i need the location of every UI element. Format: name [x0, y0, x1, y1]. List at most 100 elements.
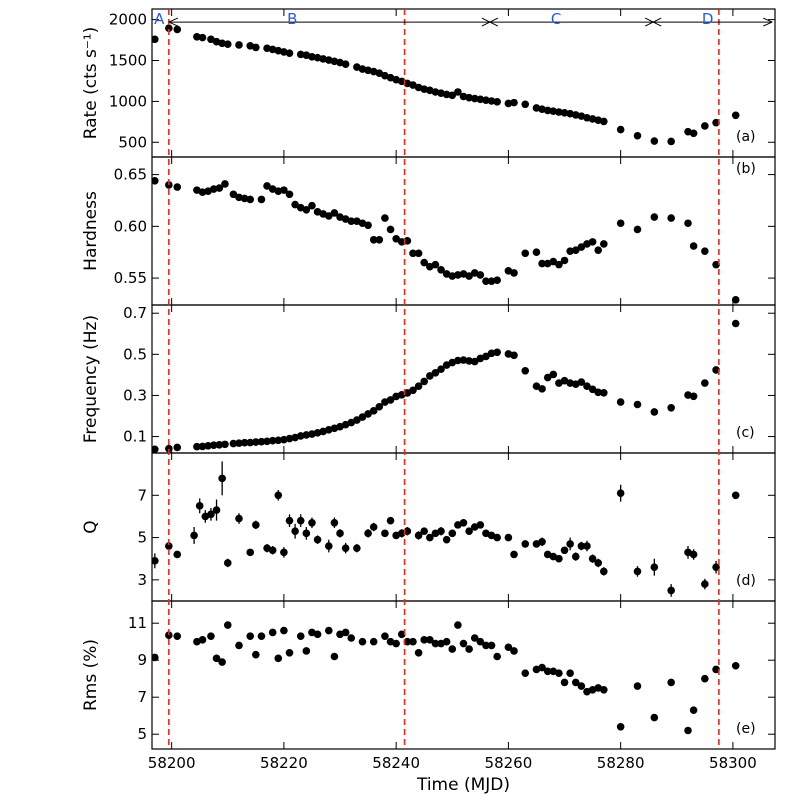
data-point	[549, 107, 558, 116]
data-point	[221, 180, 229, 188]
data-point	[560, 109, 569, 117]
data-point	[538, 385, 546, 393]
data-point	[229, 439, 238, 448]
data-point	[190, 531, 198, 540]
region-label-b: B	[287, 10, 297, 28]
region-label-c: C	[551, 10, 561, 28]
data-point	[566, 247, 574, 255]
data-point	[633, 225, 642, 234]
data-point	[731, 296, 740, 304]
data-point	[448, 529, 457, 538]
data-point	[442, 90, 451, 99]
data-point	[223, 559, 232, 567]
data-point	[616, 125, 625, 134]
data-point	[583, 382, 591, 390]
data-point	[252, 43, 260, 52]
arrowhead-right	[762, 17, 773, 27]
data-point	[487, 277, 496, 285]
data-point	[504, 533, 513, 542]
data-point	[566, 379, 574, 387]
data-point	[221, 440, 229, 449]
data-point	[538, 538, 546, 546]
data-point	[633, 567, 642, 576]
data-point	[212, 506, 221, 514]
data-point	[482, 641, 490, 650]
data-point	[375, 402, 384, 411]
data-point	[650, 137, 659, 145]
data-point	[291, 527, 299, 536]
data-point	[252, 650, 260, 659]
data-point	[426, 372, 434, 380]
data-point	[600, 686, 608, 694]
data-point	[285, 190, 294, 199]
data-point	[246, 632, 255, 640]
data-point	[291, 200, 299, 209]
data-point	[689, 129, 698, 138]
data-point	[616, 723, 625, 731]
data-point	[667, 403, 675, 412]
y-axis-label: Rate (cts s⁻¹)	[81, 27, 101, 140]
panel-tag: (e)	[736, 721, 756, 737]
data-point	[296, 516, 305, 525]
data-point	[223, 40, 232, 48]
data-point	[223, 621, 232, 629]
data-point	[324, 542, 333, 550]
data-point	[235, 641, 243, 650]
data-point	[689, 550, 698, 559]
data-point	[454, 88, 462, 96]
data-point	[459, 639, 468, 648]
region-label-a: A	[154, 10, 165, 28]
y-tick-label: 9	[137, 651, 147, 669]
data-point	[633, 131, 642, 140]
data-point	[296, 50, 305, 59]
data-point	[274, 187, 283, 195]
data-point	[476, 637, 485, 646]
region-boundary-marker	[644, 17, 662, 27]
data-point	[555, 260, 563, 269]
data-point	[263, 182, 271, 190]
data-point	[336, 529, 344, 538]
data-point	[268, 436, 277, 445]
y-tick-label: 0.7	[123, 304, 147, 322]
data-point	[165, 542, 173, 550]
data-point	[577, 378, 586, 386]
data-point	[257, 632, 266, 640]
data-point	[252, 521, 260, 529]
data-point	[504, 643, 513, 652]
data-point	[165, 631, 173, 640]
data-point	[588, 238, 597, 246]
data-point	[209, 185, 218, 193]
data-point	[731, 319, 740, 328]
data-point	[465, 93, 473, 102]
data-point	[341, 544, 350, 552]
data-point	[560, 256, 569, 265]
data-point	[577, 243, 586, 251]
data-point	[324, 626, 333, 635]
data-point	[426, 533, 434, 542]
data-point	[207, 510, 215, 519]
data-point	[215, 440, 224, 449]
data-point	[198, 636, 207, 644]
data-point	[712, 260, 720, 269]
data-point	[364, 410, 372, 418]
x-axis-label: Time (MJD)	[416, 775, 510, 795]
y-tick-label: 0.5	[123, 345, 147, 363]
data-point	[364, 221, 372, 230]
data-point	[633, 400, 642, 409]
data-point	[302, 205, 311, 214]
data-point	[431, 369, 440, 377]
data-point	[437, 266, 445, 274]
data-point	[448, 272, 457, 280]
data-point	[521, 366, 530, 375]
data-point	[263, 437, 271, 446]
data-point	[476, 271, 485, 279]
data-point	[684, 726, 692, 735]
data-point	[313, 535, 322, 544]
data-point	[414, 382, 423, 390]
data-point	[701, 122, 709, 130]
data-point	[152, 557, 159, 565]
data-point	[198, 188, 207, 196]
data-point	[341, 628, 350, 637]
data-point	[583, 542, 591, 550]
